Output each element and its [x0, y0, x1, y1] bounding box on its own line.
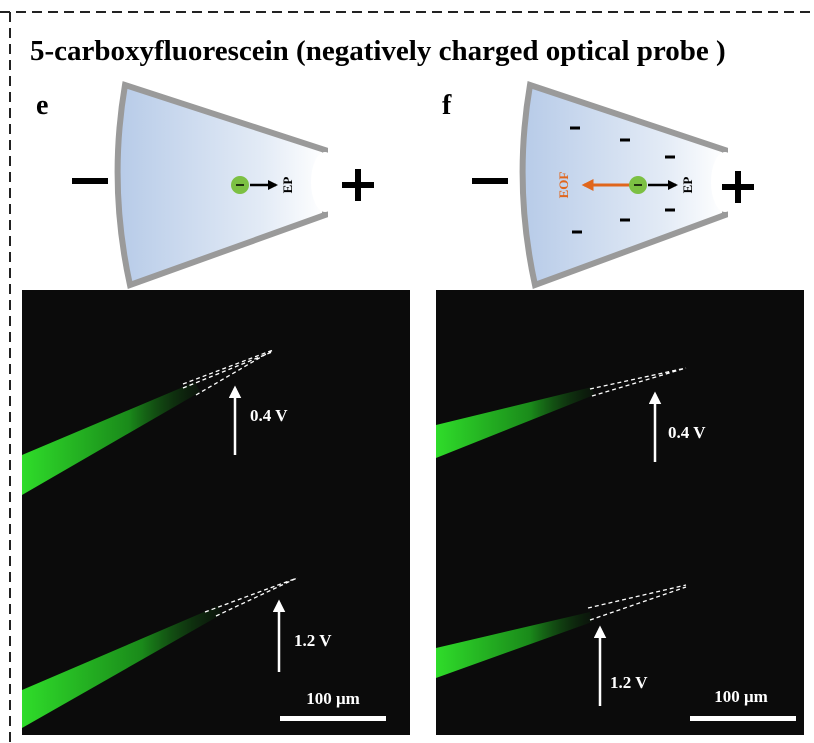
arrow-label: EP — [280, 177, 295, 194]
scale-bar-label: 100 μm — [306, 689, 360, 708]
cone — [118, 85, 339, 285]
scale-bar-label: 100 μm — [714, 687, 768, 706]
figure: 5-carboxyfluorescein (negatively charged… — [0, 0, 814, 743]
plus-sign — [342, 169, 374, 201]
arrow-label: EP — [680, 177, 695, 194]
micrograph — [436, 290, 804, 735]
voltage-label: 0.4 V — [668, 423, 706, 442]
arrow-label: EOF — [556, 172, 571, 199]
minus-sign — [72, 178, 108, 184]
panel-label: e — [36, 90, 48, 121]
title: 5-carboxyfluorescein (negatively charged… — [30, 35, 726, 67]
micrograph — [22, 290, 410, 735]
voltage-label: 1.2 V — [294, 631, 332, 650]
voltage-label: 0.4 V — [250, 406, 288, 425]
voltage-label: 1.2 V — [610, 673, 648, 692]
minus-sign — [472, 178, 508, 184]
panel-label: f — [442, 90, 452, 121]
